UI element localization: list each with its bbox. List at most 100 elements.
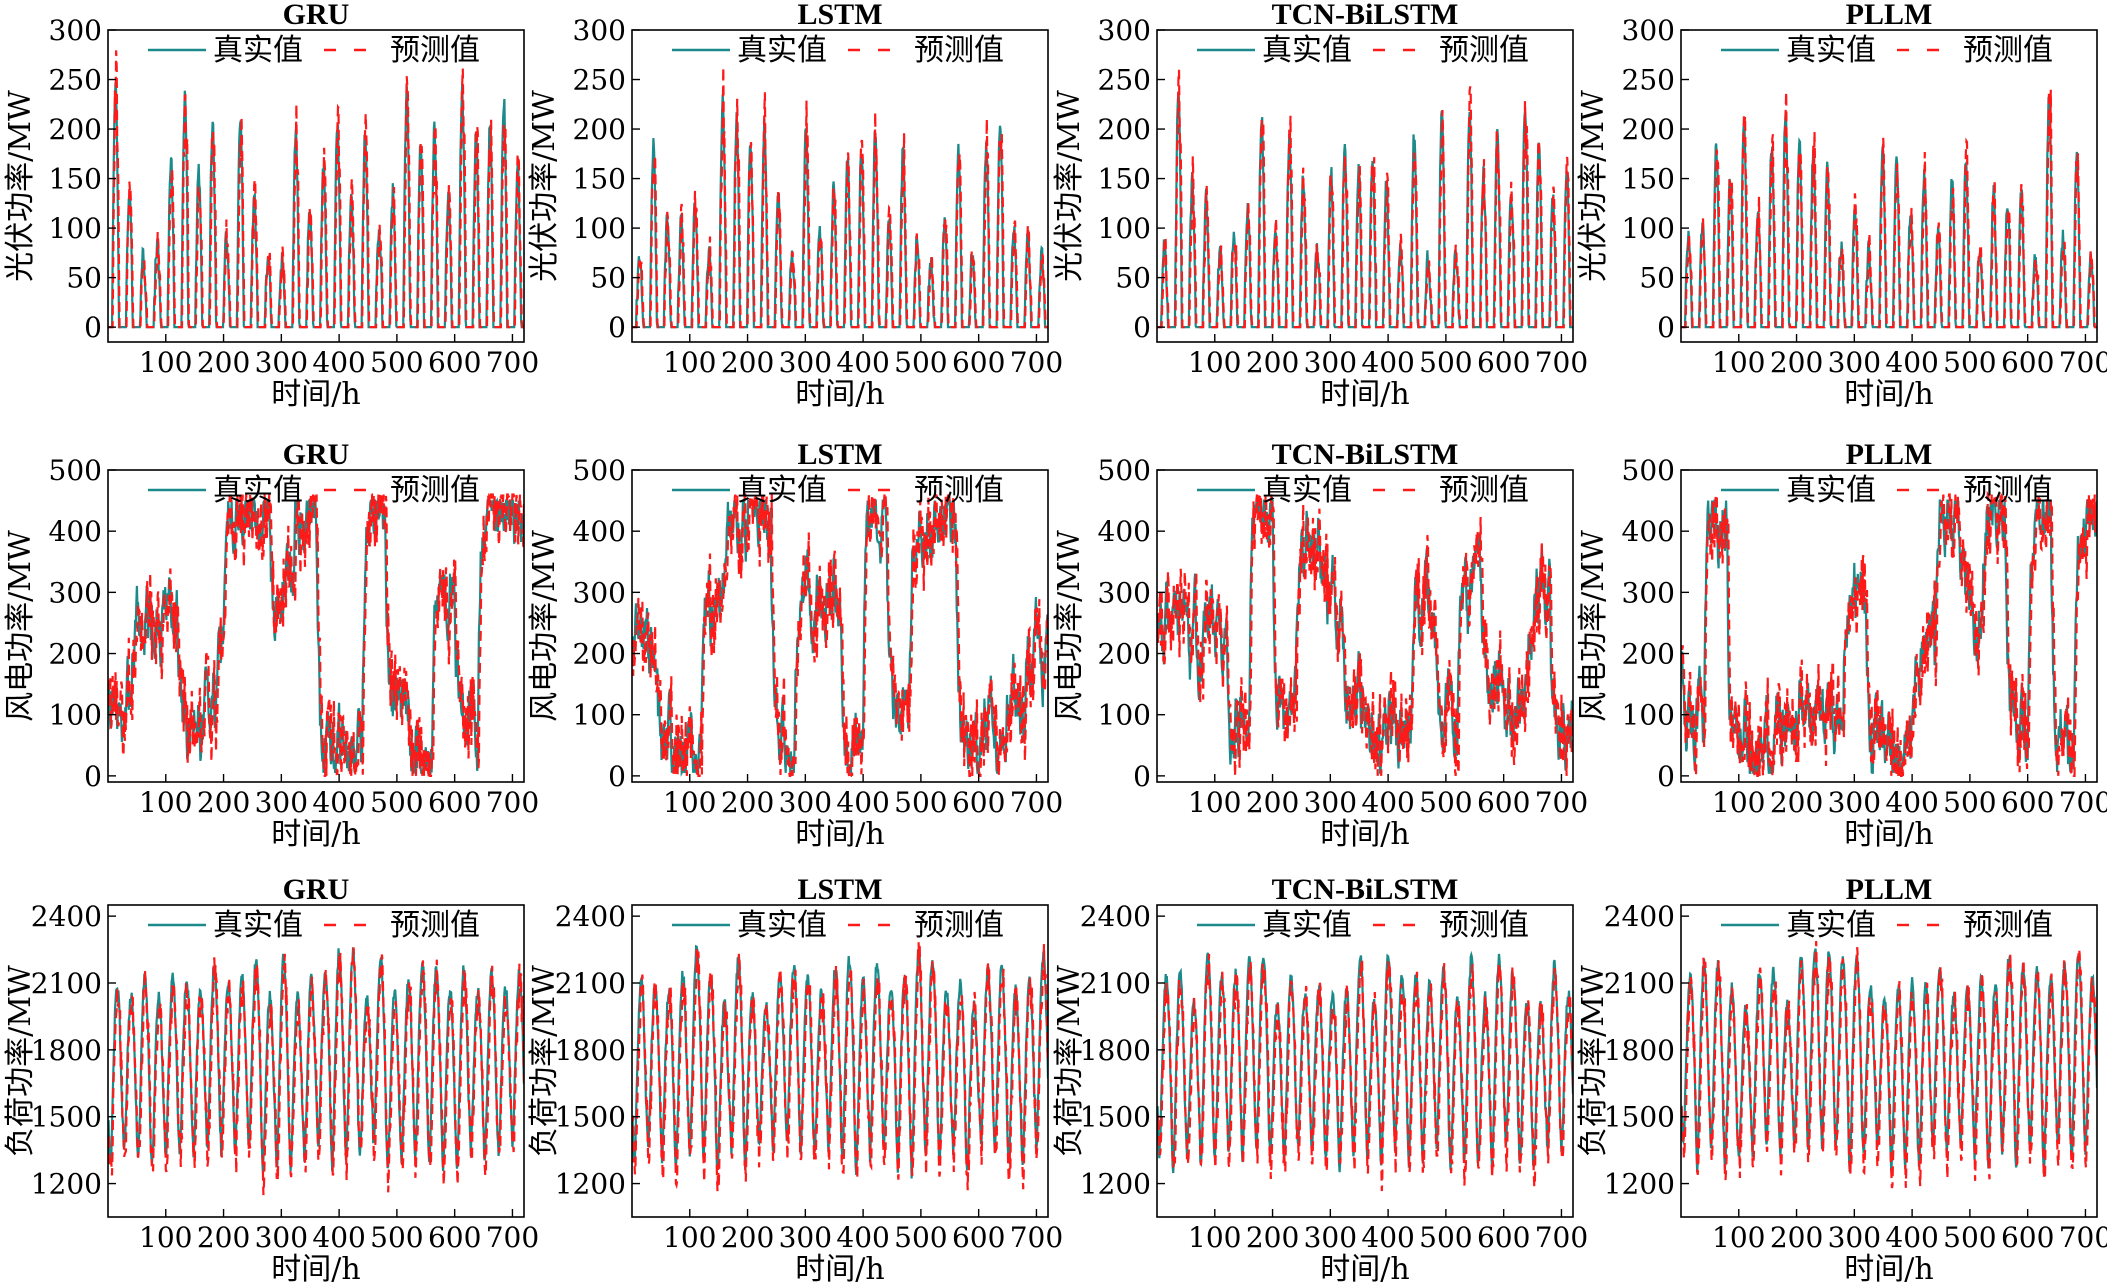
x-tick-label: 400 [312, 786, 365, 819]
y-tick-label: 250 [49, 64, 102, 97]
x-axis-label: 时间/h [1320, 817, 1409, 852]
x-tick-label: 700 [1535, 346, 1588, 379]
y-tick-label: 100 [573, 699, 626, 732]
y-tick-label: 500 [49, 454, 102, 487]
y-tick-label: 0 [1657, 311, 1675, 344]
legend-predicted-label: 预测值 [1963, 908, 2053, 943]
x-tick-label: 600 [952, 346, 1005, 379]
x-tick-label: 600 [1477, 1221, 1530, 1254]
x-tick-label: 200 [721, 1221, 774, 1254]
legend-actual-label: 真实值 [737, 473, 827, 508]
y-tick-label: 300 [49, 14, 102, 47]
x-tick-label: 300 [779, 1221, 832, 1254]
plot-frame [1156, 29, 1574, 343]
series-actual-line [108, 497, 524, 777]
x-tick-label: 100 [1712, 346, 1765, 379]
plot-frame [1156, 904, 1574, 1218]
chart-title: GRU [283, 0, 350, 31]
series-actual-line [1681, 497, 2097, 774]
y-tick-label: 200 [49, 113, 102, 146]
x-tick-label: 600 [952, 786, 1005, 819]
y-tick-label: 2400 [1604, 900, 1675, 933]
x-tick-label: 500 [1943, 1221, 1996, 1254]
y-tick-label: 0 [1133, 311, 1151, 344]
y-axis-label: 光伏功率/MW [1052, 90, 1087, 282]
legend: 真实值 预测值 [1197, 473, 1529, 508]
legend: 真实值 预测值 [1721, 473, 2053, 508]
x-tick-label: 300 [1828, 1221, 1881, 1254]
legend-predicted-label: 预测值 [1963, 33, 2053, 68]
x-tick-label: 500 [1419, 786, 1472, 819]
y-axis-label: 光伏功率/MW [527, 90, 562, 282]
x-tick-label: 100 [139, 1221, 192, 1254]
plot-frame [1680, 29, 2098, 343]
x-axis-label: 时间/h [271, 817, 360, 852]
x-tick-label: 200 [721, 786, 774, 819]
plot-frame [631, 904, 1049, 1218]
y-tick-label: 200 [1622, 113, 1675, 146]
plot-frame [631, 29, 1049, 343]
chart-panel-2-2: 100 200 300 400 500 600 700 1200 1500 1800 2100 240… [1052, 873, 1588, 1285]
series-predicted-line [1157, 69, 1573, 329]
y-tick-label: 400 [1098, 515, 1151, 548]
x-tick-label: 100 [139, 786, 192, 819]
y-tick-label: 300 [573, 576, 626, 609]
x-tick-label: 400 [1885, 1221, 1938, 1254]
x-tick-label: 500 [1943, 346, 1996, 379]
y-tick-label: 1200 [1604, 1168, 1675, 1201]
legend-predicted-label: 预测值 [914, 33, 1004, 68]
x-tick-label: 100 [1188, 1221, 1241, 1254]
y-tick-label: 2100 [1604, 967, 1675, 1000]
y-tick-label: 50 [1115, 262, 1151, 295]
legend-actual-label: 真实值 [737, 908, 827, 943]
legend-predicted-label: 预测值 [1963, 473, 2053, 508]
plot-frame [1156, 469, 1574, 783]
plot-frame [107, 469, 525, 783]
x-tick-label: 100 [663, 346, 716, 379]
legend-predicted-label: 预测值 [390, 473, 480, 508]
x-tick-label: 400 [836, 1221, 889, 1254]
series-predicted-line [1157, 494, 1573, 777]
x-tick-label: 100 [1712, 1221, 1765, 1254]
x-tick-label: 300 [1304, 786, 1357, 819]
legend-actual-label: 真实值 [213, 473, 303, 508]
series-predicted-line [1681, 940, 2097, 1189]
y-tick-label: 400 [1622, 515, 1675, 548]
y-tick-label: 200 [573, 638, 626, 671]
plot-frame [107, 29, 525, 343]
x-tick-label: 500 [370, 346, 423, 379]
x-tick-label: 400 [1885, 786, 1938, 819]
x-tick-label: 600 [1477, 346, 1530, 379]
chart-title: PLLM [1846, 438, 1933, 471]
series-predicted-line [1681, 490, 2097, 777]
x-tick-label: 500 [1419, 1221, 1472, 1254]
legend-predicted-label: 预测值 [390, 908, 480, 943]
y-tick-label: 300 [1622, 576, 1675, 609]
chart-title: TCN-BiLSTM [1272, 0, 1459, 31]
legend-actual-label: 真实值 [1262, 908, 1352, 943]
y-tick-label: 0 [84, 760, 102, 793]
x-axis-label: 时间/h [795, 377, 884, 412]
y-tick-label: 100 [49, 699, 102, 732]
x-tick-label: 500 [370, 786, 423, 819]
plot-frame [631, 469, 1049, 783]
x-tick-label: 200 [197, 346, 250, 379]
x-axis-label: 时间/h [795, 1252, 884, 1285]
y-tick-label: 2400 [1080, 900, 1151, 933]
x-tick-label: 500 [894, 786, 947, 819]
x-tick-label: 400 [1361, 346, 1414, 379]
y-tick-label: 2400 [555, 900, 626, 933]
legend: 真实值 预测值 [1197, 33, 1529, 68]
x-tick-label: 500 [894, 1221, 947, 1254]
y-tick-label: 100 [573, 212, 626, 245]
y-axis-label: 负荷功率/MW [527, 965, 562, 1157]
y-axis-label: 负荷功率/MW [3, 965, 38, 1157]
x-tick-label: 200 [1246, 786, 1299, 819]
y-tick-label: 300 [573, 14, 626, 47]
